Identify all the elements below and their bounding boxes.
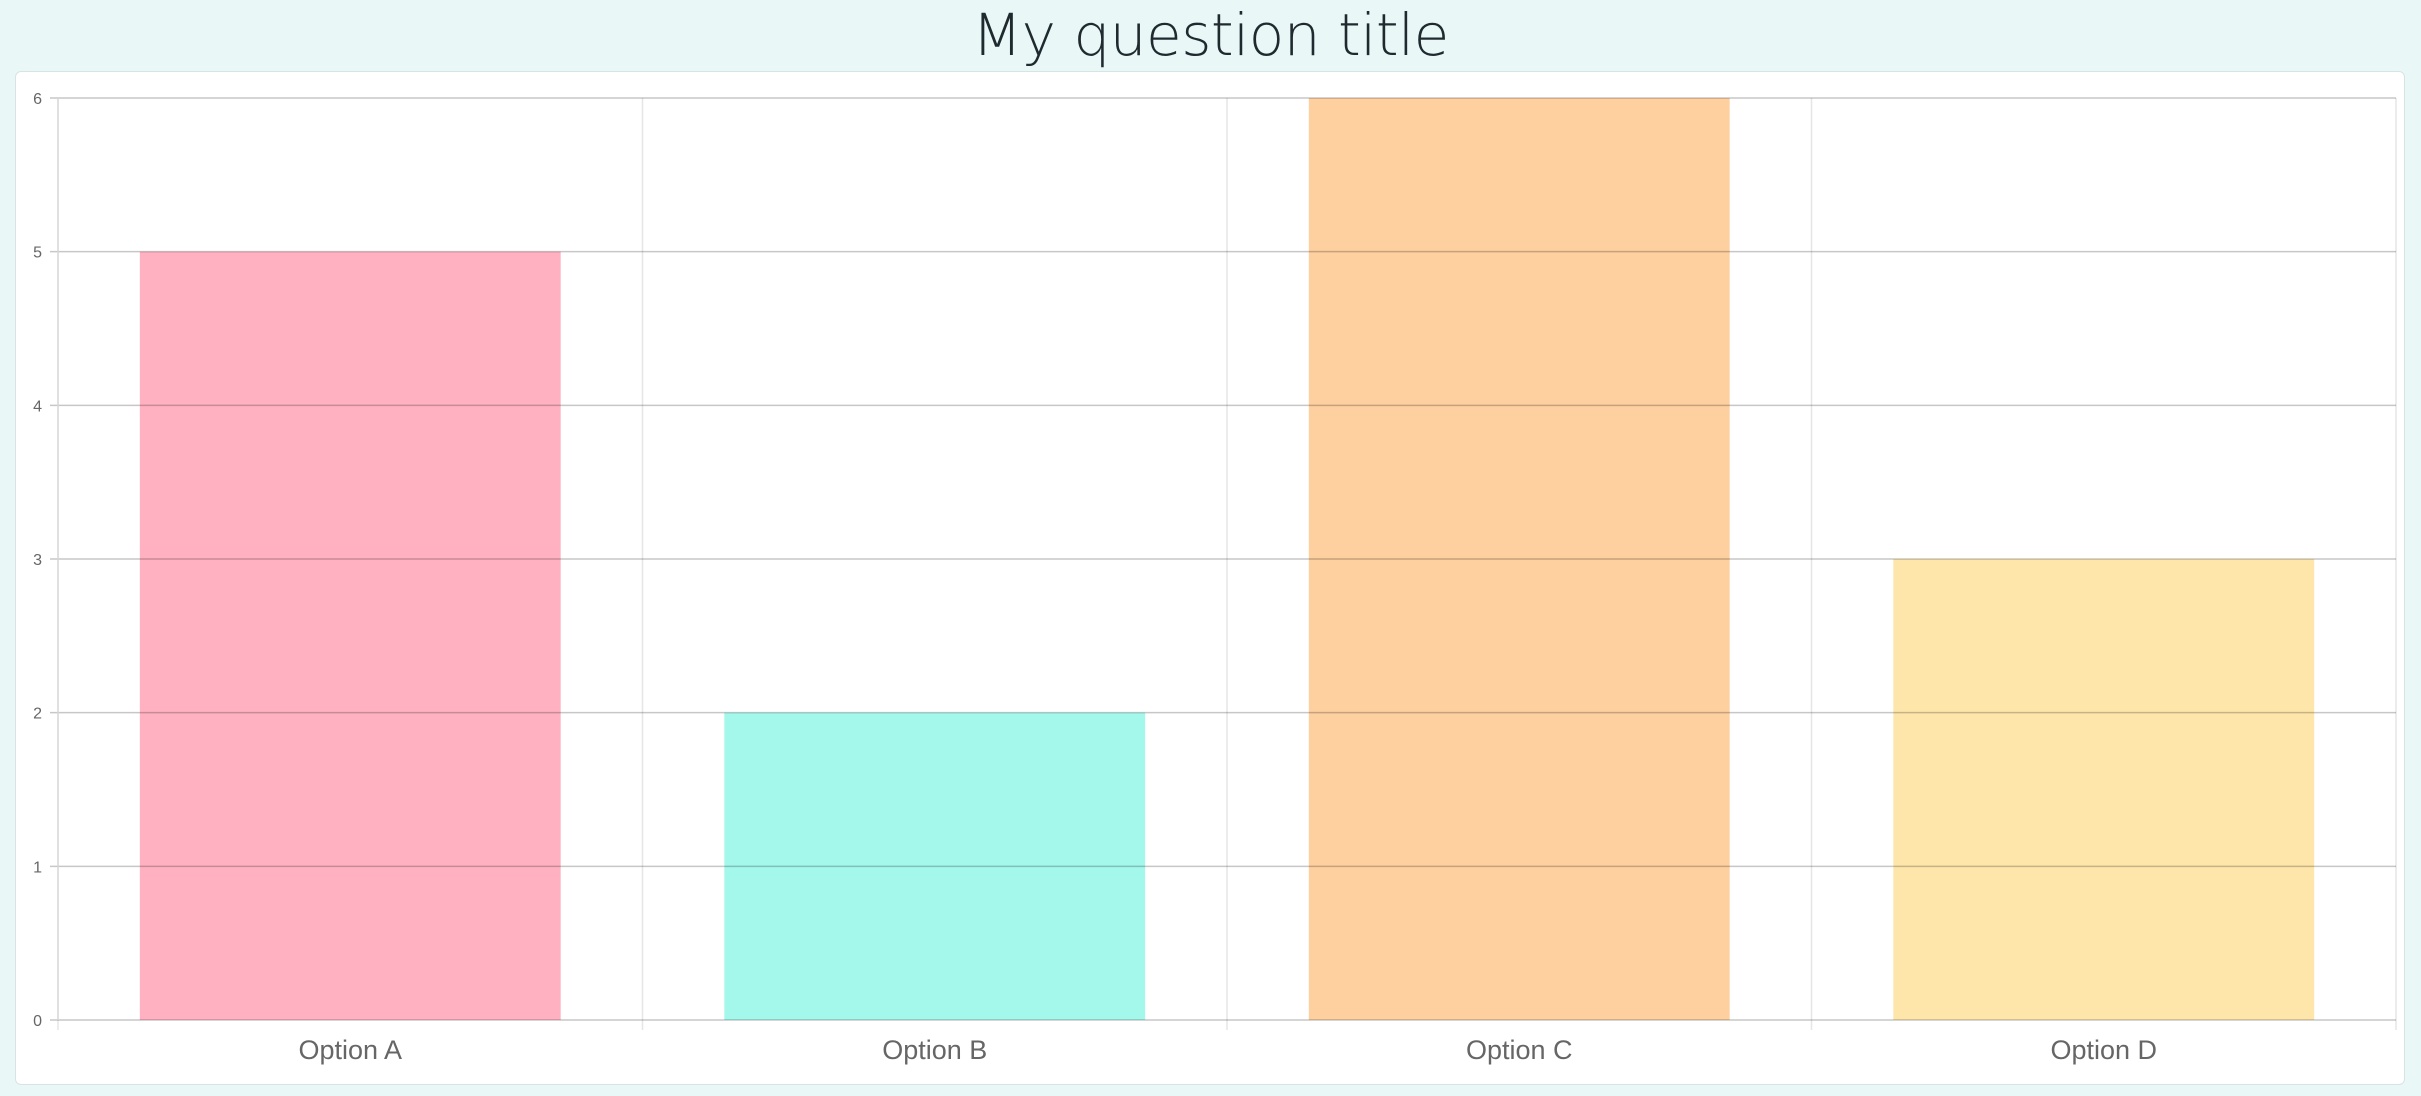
y-tick-label: 2 <box>33 706 42 723</box>
x-tick-label: Option D <box>2050 1035 2157 1065</box>
chart-title: My question title <box>972 1 1449 69</box>
bar <box>1893 559 2315 1020</box>
y-tick-label: 1 <box>33 859 42 876</box>
bar <box>724 712 1146 1020</box>
bar <box>139 251 561 1020</box>
y-tick-label: 5 <box>33 245 42 262</box>
bar <box>1308 98 1730 1020</box>
y-tick-label: 3 <box>33 552 42 569</box>
x-tick-label: Option A <box>298 1035 402 1065</box>
y-tick-label: 0 <box>33 1013 42 1030</box>
y-tick-label: 6 <box>33 91 42 108</box>
x-tick-label: Option B <box>882 1035 987 1065</box>
y-tick-label: 4 <box>33 398 42 415</box>
x-tick-label: Option C <box>1466 1035 1573 1065</box>
